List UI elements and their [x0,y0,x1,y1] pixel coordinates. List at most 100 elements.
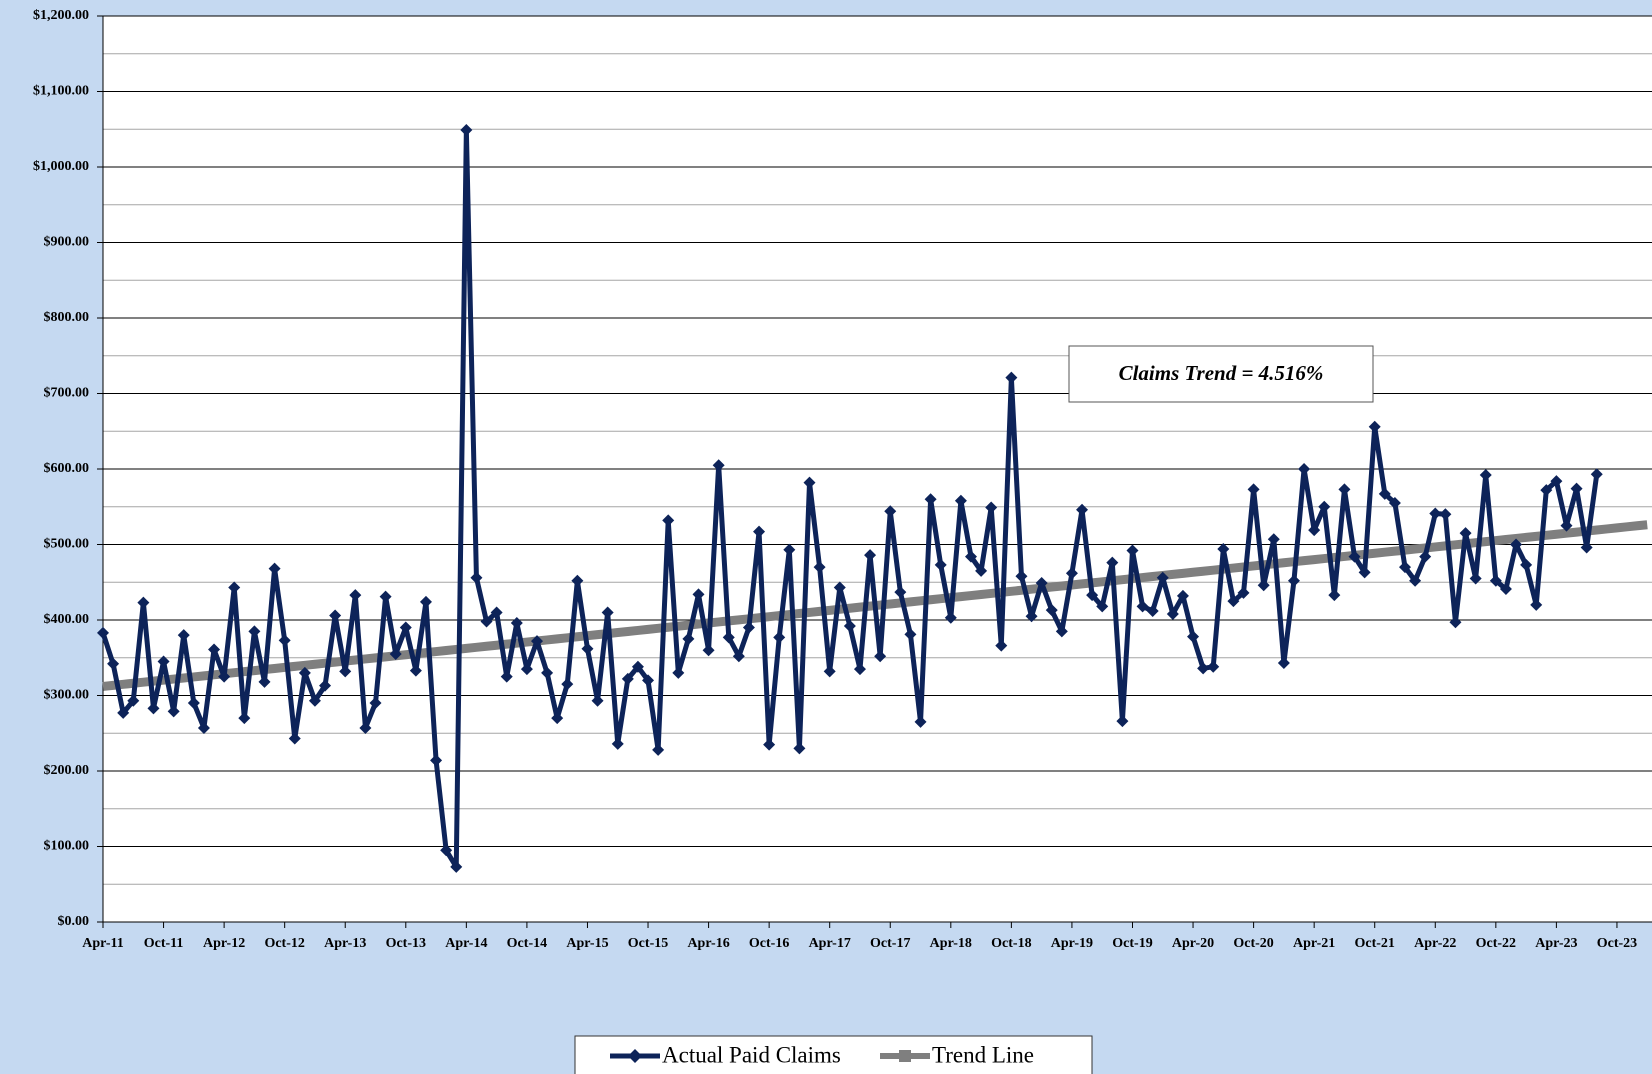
x-tick-label: Apr-11 [82,936,123,951]
data-point [1136,600,1149,613]
data-point [319,679,332,692]
data-point [1469,572,1482,585]
data-point [107,657,120,670]
data-point [1237,586,1250,599]
y-tick-label: $700.00 [44,386,90,401]
x-tick-label: Oct-21 [1354,936,1394,951]
data-point [1560,519,1573,532]
x-tick-label: Oct-13 [386,936,426,951]
data-point [904,628,917,641]
data-point [601,606,614,619]
data-point [985,501,998,514]
data-point [460,124,473,137]
data-point [702,644,715,657]
data-point [339,665,352,678]
x-tick-label: Oct-17 [870,936,910,951]
data-point [1096,600,1109,613]
data-point [278,634,291,647]
y-tick-label: $1,000.00 [33,159,89,174]
data-point [1267,533,1280,546]
data-point [117,706,130,719]
data-point [1348,550,1361,563]
data-point [1479,469,1492,482]
data-point [197,721,210,734]
data-point [1076,503,1089,516]
data-point [349,589,362,602]
y-tick-label: $600.00 [44,461,90,476]
annotation-box [1068,345,1374,403]
data-point [218,670,231,683]
data-point [1166,607,1179,620]
x-tick-label: Apr-14 [445,936,487,951]
x-tick-label: Oct-19 [1112,936,1152,951]
data-point [1156,571,1169,584]
data-point [308,694,321,707]
data-point [1197,662,1210,675]
data-point [1409,574,1422,587]
legend [574,1035,1093,1074]
data-point [228,581,241,594]
data-point [440,844,453,857]
x-tick-label: Apr-20 [1172,936,1214,951]
data-point [924,493,937,506]
data-point [147,702,160,715]
data-point [914,715,927,728]
data-point [359,721,372,734]
data-point [753,525,766,538]
data-point [389,647,402,660]
data-point [995,639,1008,652]
data-point [742,621,755,634]
data-point [450,860,463,873]
data-point [561,678,574,691]
data-point [692,588,705,601]
data-point [399,621,412,634]
data-point [1499,583,1512,596]
data-point [177,629,190,642]
x-tick-label: Apr-16 [687,936,729,951]
data-point [833,581,846,594]
data-point [843,620,856,633]
data-point [1368,420,1381,433]
data-point [1298,463,1311,475]
data-point [1116,715,1129,728]
data-point [1489,574,1502,587]
data-point [1308,524,1321,537]
data-point [581,642,594,655]
data-point [1328,589,1341,602]
x-tick-label: Oct-11 [144,936,184,951]
data-point [409,664,422,677]
data-point [803,476,816,489]
data-point [1035,577,1048,590]
data-point [1570,482,1583,495]
data-point [571,574,584,587]
y-tick-label: $0.00 [58,914,90,929]
data-point [1439,508,1452,521]
annotation: Claims Trend = 4.516% [1119,361,1324,385]
data-point [793,742,806,755]
data-point [934,558,947,571]
data-point [329,609,342,622]
data-point [611,737,624,750]
legend-marker [628,1049,642,1063]
x-tick-label: Apr-19 [1051,936,1093,951]
data-point [1419,550,1432,563]
data-point [520,663,533,676]
data-point [1287,574,1300,587]
data-point [1217,543,1230,556]
data-point [1247,483,1260,496]
data-point [298,666,311,679]
data-point [1025,610,1038,623]
data-point [208,643,221,656]
series-group [97,124,1648,873]
x-tick-label: Oct-20 [1233,936,1273,951]
data-point [1045,604,1058,617]
data-point [732,650,745,663]
data-point [682,632,695,645]
data-point [1580,541,1593,554]
data-point [1510,538,1523,551]
data-point [127,694,140,707]
data-point [1449,616,1462,629]
data-point [490,606,503,619]
data-point [783,543,796,556]
